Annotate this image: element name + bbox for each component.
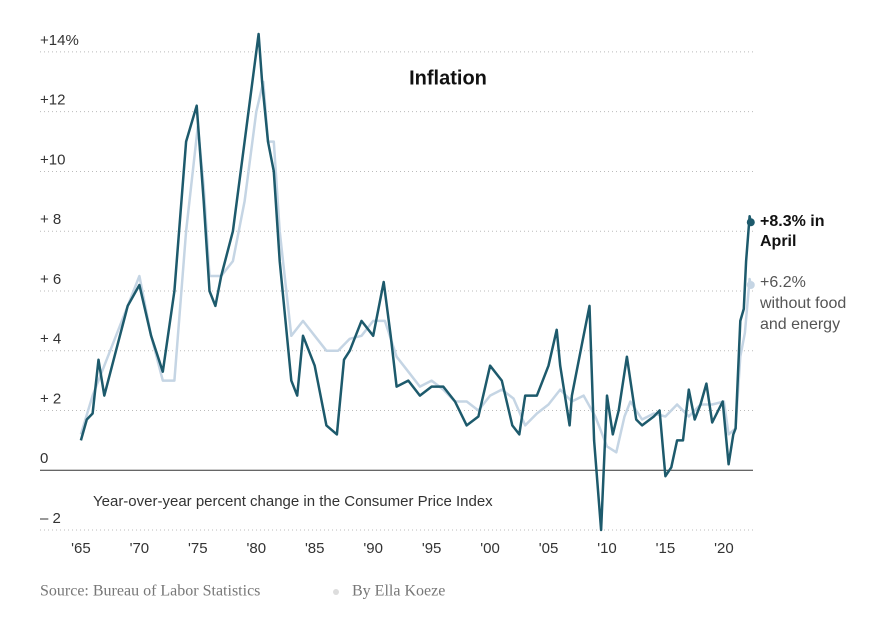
separator [333, 589, 339, 595]
annotation: +8.3% in [760, 213, 824, 230]
y-tick-label: +10 [40, 151, 65, 168]
x-tick-label: '95 [422, 540, 442, 557]
y-tick-label: + 4 [40, 331, 61, 348]
x-tick-label: '65 [71, 540, 91, 557]
byline: By Ella Koeze [352, 583, 445, 600]
annotation: without food [759, 295, 846, 312]
annotation: and energy [760, 316, 840, 333]
end-dot [746, 218, 755, 227]
y-tick-label: + 6 [40, 271, 61, 288]
annotation: April [760, 233, 796, 250]
x-tick-label: '85 [305, 540, 325, 557]
x-tick-label: '05 [539, 540, 559, 557]
y-tick-label: + 2 [40, 390, 61, 407]
end-dot [746, 280, 755, 289]
y-tick-label: – 2 [40, 510, 61, 527]
x-tick-label: '15 [656, 540, 676, 557]
series-line [79, 80, 753, 454]
x-tick-label: '00 [480, 540, 500, 557]
y-tick-label: +12 [40, 92, 65, 109]
y-tick-label: + 8 [40, 211, 61, 228]
x-tick-label: '80 [246, 540, 266, 557]
chart-title: Inflation [409, 67, 487, 89]
x-tick-label: '10 [597, 540, 617, 557]
x-tick-label: '75 [188, 540, 208, 557]
y-tick-label: 0 [40, 450, 48, 467]
source: Source: Bureau of Labor Statistics [40, 583, 260, 600]
annotation: +6.2% [760, 274, 806, 291]
x-tick-label: '20 [714, 540, 734, 557]
x-tick-label: '90 [363, 540, 383, 557]
annotations: +8.3% in April +6.2% without food and en… [759, 213, 846, 333]
y-tick-label: +14% [40, 32, 79, 49]
subtitle: Year-over-year percent change in the Con… [93, 493, 493, 510]
series-line [79, 32, 753, 532]
x-tick-label: '70 [130, 540, 150, 557]
